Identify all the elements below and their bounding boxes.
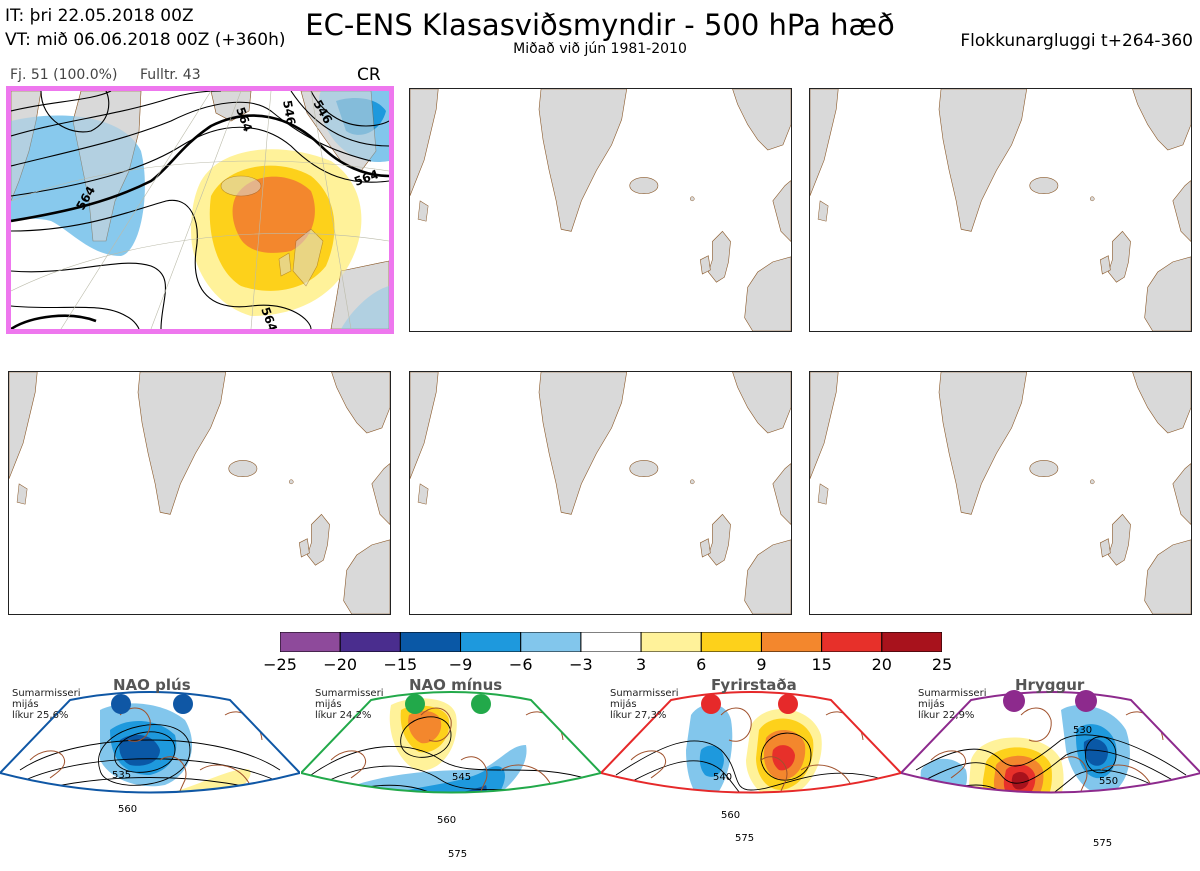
- contour-label: 564: [258, 305, 280, 329]
- regime-info: Sumarmisseri mijás líkur 24,2%: [315, 688, 384, 721]
- valid-time: VT: mið 06.06.2018 00Z (+360h): [5, 30, 286, 50]
- colorbar-svg: [279, 631, 943, 653]
- regime-nao-minus[interactable]: 545 560 575 NAO mínus Sumarmisseri mijás…: [301, 0, 601, 871]
- colorbar-tick-label: −6: [508, 655, 533, 674]
- page-title: EC-ENS Klasasviðsmyndir - 500 hPa hæð: [305, 8, 895, 42]
- regime-dot: [173, 694, 193, 714]
- colorbar-tick-label: −20: [323, 655, 358, 674]
- cluster-code: CR: [357, 65, 381, 85]
- contour-label: 560: [437, 815, 456, 826]
- member-count: Fj. 51 (100.0%): [10, 67, 118, 83]
- contour-label: 545: [452, 772, 471, 783]
- regime-name: Fyrirstaða: [711, 676, 797, 694]
- colorbar-tick-label: −25: [263, 655, 297, 674]
- colorbar-tick-label: 15: [811, 655, 832, 674]
- classification-window: Flokkunargluggi t+264-360: [960, 31, 1193, 51]
- regime-blocking-map: 540 560 575: [601, 691, 901, 844]
- regime-info: Sumarmisseri mijás líkur 25,6%: [12, 688, 81, 721]
- regime-info: Sumarmisseri mijás líkur 22,9%: [918, 688, 987, 721]
- regime-nao-plus[interactable]: 535 560 NAO plús Sumarmisseri mijás líku…: [0, 0, 300, 871]
- colorbar-tick-label: 20: [871, 655, 892, 674]
- regime-info: Sumarmisseri mijás líkur 27,3%: [610, 688, 679, 721]
- regime-ridge[interactable]: 530 550 575 Hryggur Sumarmisseri mijás l…: [901, 0, 1200, 871]
- regime-dot: [1075, 690, 1097, 712]
- regime-blocking[interactable]: 540 560 575 Fyrirstaða Sumarmisseri mijá…: [601, 0, 901, 871]
- page-subtitle: Miðað við jún 1981-2010: [513, 41, 687, 57]
- regime-dot: [111, 694, 131, 714]
- regime-dot: [778, 694, 798, 714]
- contour-label: 530: [1073, 725, 1092, 736]
- cluster-map-2[interactable]: [409, 88, 792, 332]
- contour-label: 546: [280, 99, 298, 126]
- regime-nao-minus-map: 545 560 575: [301, 691, 601, 860]
- contour-label: 550: [1099, 776, 1118, 787]
- regime-dot: [471, 694, 491, 714]
- regime-dot: [1003, 690, 1025, 712]
- fan-border: [301, 691, 601, 794]
- colorbar-tick-label: −3: [569, 655, 593, 674]
- cluster-map-4[interactable]: [8, 371, 391, 615]
- contour-label: 535: [112, 770, 131, 781]
- regime-ridge-map: 530 550 575: [901, 691, 1200, 849]
- colorbar-tick-label: 6: [696, 655, 707, 674]
- cluster-map-5[interactable]: [409, 371, 792, 615]
- regime-name: Hryggur: [1015, 676, 1085, 694]
- colorbar-tick-label: −15: [383, 655, 418, 674]
- contour-label: 560: [721, 810, 740, 821]
- colorbar-tick-label: 3: [635, 655, 647, 674]
- cluster-map-1[interactable]: 564 546 546 564 564 564: [6, 86, 394, 334]
- regime-dot: [405, 694, 425, 714]
- colorbar-tick-label: −9: [448, 655, 473, 674]
- initial-time: IT: þri 22.05.2018 00Z: [5, 6, 194, 26]
- cluster-map-1-svg: 564 546 546 564 564 564: [11, 91, 389, 329]
- colorbar-tick-label: 25: [931, 655, 953, 674]
- contour-label: 575: [735, 833, 754, 844]
- contour-label: 575: [448, 849, 467, 860]
- colorbar-tick-label: 9: [756, 655, 767, 674]
- regime-name: NAO mínus: [409, 676, 503, 694]
- cluster-map-6[interactable]: [809, 371, 1192, 615]
- contour-label: 575: [1093, 838, 1112, 849]
- regime-nao-plus-map: 535 560: [0, 691, 300, 815]
- cluster-map-3[interactable]: [809, 88, 1192, 332]
- contour-label: 540: [713, 772, 732, 783]
- contour-label: 560: [118, 804, 137, 815]
- regime-dot: [701, 694, 721, 714]
- regime-name: NAO plús: [113, 676, 191, 694]
- fan-border: [601, 691, 901, 794]
- representative-member: Fulltr. 43: [140, 67, 201, 83]
- fan-border: [0, 691, 300, 794]
- anomaly-colorbar: [279, 631, 943, 653]
